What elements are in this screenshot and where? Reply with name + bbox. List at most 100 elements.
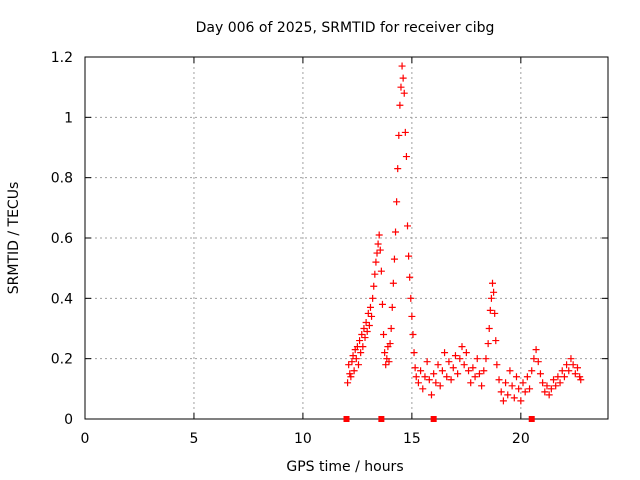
data-point — [423, 358, 431, 366]
data-point — [381, 349, 389, 357]
data-point — [558, 367, 566, 375]
data-point — [486, 306, 494, 314]
event-marker — [343, 416, 350, 422]
data-point — [436, 382, 444, 390]
data-point — [543, 382, 551, 390]
data-point — [366, 303, 374, 311]
chart-title: Day 006 of 2025, SRMTID for receiver cib… — [196, 20, 495, 36]
data-point — [364, 309, 372, 317]
data-point — [373, 249, 381, 257]
y-tick-label: 0.2 — [51, 352, 73, 368]
y-tick-label: 1 — [64, 110, 73, 126]
data-point — [378, 300, 386, 308]
data-point — [515, 385, 523, 393]
data-point — [523, 373, 531, 381]
y-tick-label: 0.6 — [51, 231, 73, 247]
data-point — [482, 355, 490, 363]
data-point — [434, 361, 442, 369]
y-tick-label: 0.8 — [51, 171, 73, 187]
data-point — [392, 228, 400, 236]
data-point — [443, 373, 451, 381]
data-point — [402, 153, 410, 161]
data-point — [407, 294, 415, 302]
data-point — [374, 240, 382, 248]
data-point — [352, 355, 360, 363]
data-point — [495, 376, 503, 384]
data-point — [375, 231, 383, 239]
data-point — [567, 355, 575, 363]
data-point — [409, 331, 417, 339]
data-point — [412, 373, 420, 381]
x-tick-label: 15 — [403, 431, 421, 447]
data-point — [368, 312, 376, 320]
data-point — [380, 331, 388, 339]
data-point — [467, 379, 475, 387]
data-point — [348, 358, 356, 366]
data-point — [445, 358, 453, 366]
data-point — [547, 385, 555, 393]
data-point — [345, 361, 353, 369]
data-point — [485, 325, 493, 332]
data-point — [493, 361, 501, 369]
data-point — [394, 165, 402, 173]
x-tick-label: 10 — [294, 431, 312, 447]
data-point — [569, 361, 577, 369]
data-point — [382, 361, 390, 369]
data-point — [536, 370, 544, 378]
data-point — [565, 367, 573, 375]
data-point — [363, 328, 371, 336]
data-point — [497, 388, 505, 396]
data-point — [358, 331, 366, 339]
data-point — [354, 361, 362, 369]
data-point — [528, 367, 536, 375]
grid — [85, 57, 608, 419]
data-point — [400, 89, 408, 97]
data-point — [502, 379, 510, 387]
data-point — [395, 131, 403, 139]
data-point — [408, 312, 416, 320]
data-point — [405, 252, 413, 260]
data-point — [508, 382, 516, 390]
data-point — [427, 391, 435, 399]
axis-ticks: 0 0.2 0.4 0.6 0.8 1 1.2 0 5 10 15 20 — [51, 50, 608, 447]
data-point — [563, 361, 571, 369]
data-point — [419, 385, 427, 393]
data-point — [388, 303, 396, 311]
data-point — [475, 370, 483, 378]
data-point — [556, 379, 564, 387]
data-point — [560, 373, 568, 381]
data-point — [521, 388, 529, 396]
data-point — [491, 309, 499, 317]
data-point — [397, 83, 405, 91]
data-point — [456, 355, 464, 363]
data-point — [349, 352, 357, 360]
data-point — [396, 101, 404, 109]
data-point — [469, 364, 477, 372]
data-point — [356, 337, 364, 345]
data-point — [451, 352, 459, 360]
data-point — [417, 367, 425, 375]
data-point — [506, 367, 514, 375]
y-tick-label: 0 — [64, 412, 73, 428]
data-point — [489, 279, 497, 287]
data-point — [462, 349, 470, 357]
data-point — [554, 373, 562, 381]
data-point — [347, 373, 355, 381]
data-point — [458, 343, 466, 351]
data-point — [512, 373, 520, 381]
data-point — [492, 337, 500, 345]
data-point — [526, 385, 534, 393]
data-point — [499, 397, 507, 405]
data-point — [398, 62, 406, 70]
data-point — [454, 370, 462, 378]
data-point — [346, 370, 354, 378]
data-point — [414, 379, 422, 387]
data-point — [530, 355, 538, 363]
data-point — [376, 246, 384, 254]
data-point — [510, 394, 518, 402]
data-point — [365, 321, 373, 329]
data-point — [399, 74, 407, 82]
data-point — [371, 270, 379, 278]
data-point — [344, 379, 352, 387]
data-point — [385, 358, 393, 366]
